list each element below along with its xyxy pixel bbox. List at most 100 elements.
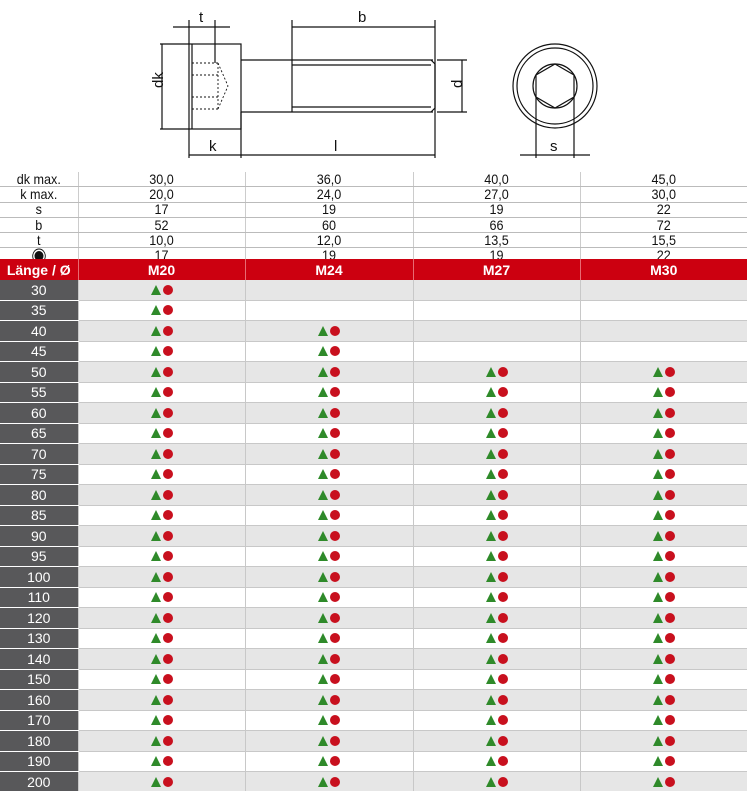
green-triangle-icon [485,715,496,726]
availability-mark [318,530,340,541]
length-availability-table: Länge / Ø M20 M24 M27 M30 30 35 40 45 50 55 60… [0,259,747,791]
availability-cell [579,710,747,731]
availability-mark [652,776,675,787]
red-circle-icon [330,694,340,705]
green-triangle-icon [150,325,161,336]
green-triangle-icon [318,653,328,664]
availability-cell [77,320,245,342]
green-triangle-icon [150,489,161,500]
availability-mark [150,325,173,336]
spec-label: t [3,232,75,249]
availability-cell [412,300,580,321]
green-triangle-icon [150,694,161,705]
red-circle-icon [330,756,340,767]
table-row: 150 [0,669,747,690]
availability-mark [150,612,173,623]
spec-value: 30,0 [587,186,739,203]
red-circle-icon [497,612,508,623]
availability-cell [579,464,747,485]
red-circle-icon [162,346,173,357]
availability-mark [150,530,173,541]
green-triangle-icon [485,551,496,562]
availability-cell [579,443,747,465]
red-circle-icon [162,305,173,316]
availability-mark [652,428,675,439]
green-triangle-icon [652,428,663,439]
green-triangle-icon [485,530,496,541]
length-cell: 40 [0,320,78,342]
red-circle-icon [664,694,675,705]
red-circle-icon [162,694,173,705]
green-triangle-icon [318,756,328,767]
red-circle-icon [330,653,340,664]
red-circle-icon [664,510,675,521]
length-cell: 200 [0,771,78,791]
red-circle-icon [497,715,508,726]
green-triangle-icon [150,674,161,685]
availability-mark [652,592,675,603]
availability-cell [579,566,747,588]
red-circle-icon [330,346,340,357]
red-circle-icon [664,612,675,623]
length-cell: 70 [0,443,78,465]
green-triangle-icon [318,612,328,623]
availability-cell [244,710,413,731]
green-triangle-icon [318,366,328,377]
availability-mark [652,489,675,500]
red-circle-icon [497,469,508,480]
spec-value: 66 [420,217,572,234]
green-triangle-icon [150,592,161,603]
availability-mark [318,346,340,357]
availability-cell [77,423,245,444]
spec-row: t 10,0 12,0 13,5 15,5 [0,232,747,249]
availability-cell [77,505,245,526]
table-row: 90 [0,525,747,547]
availability-mark [318,571,340,582]
red-circle-icon [162,284,173,295]
green-triangle-icon [150,305,161,316]
availability-mark [150,387,173,398]
availability-cell [412,505,580,526]
availability-cell [77,464,245,485]
availability-cell [579,341,747,362]
length-cell: 90 [0,525,78,547]
table-row: 40 [0,320,747,342]
green-triangle-icon [485,571,496,582]
green-triangle-icon [485,776,496,787]
availability-cell [579,280,747,301]
availability-cell [77,566,245,588]
length-cell: 80 [0,484,78,506]
green-triangle-icon [652,715,663,726]
red-circle-icon [664,776,675,787]
green-triangle-icon [318,776,328,787]
availability-cell [77,361,245,383]
green-triangle-icon [652,510,663,521]
availability-cell [579,689,747,711]
red-circle-icon [330,448,340,459]
table-row: 80 [0,484,747,506]
dim-label-t: t [199,9,204,26]
availability-mark [652,735,675,746]
availability-mark [485,571,508,582]
availability-mark [318,448,340,459]
availability-cell [412,689,580,711]
green-triangle-icon [485,612,496,623]
table-row: 85 [0,505,747,526]
availability-mark [150,448,173,459]
green-triangle-icon [318,510,328,521]
availability-cell [412,710,580,731]
availability-mark [485,366,508,377]
green-triangle-icon [652,571,663,582]
table-row: 65 [0,423,747,444]
green-triangle-icon [318,469,328,480]
table-row: 50 [0,361,747,383]
availability-mark [318,469,340,480]
red-circle-icon [664,674,675,685]
availability-cell [579,484,747,506]
availability-mark [485,592,508,603]
green-triangle-icon [652,674,663,685]
dim-label-dk: dk [150,72,167,88]
green-triangle-icon [485,592,496,603]
availability-cell [77,546,245,567]
table-row: 130 [0,628,747,649]
